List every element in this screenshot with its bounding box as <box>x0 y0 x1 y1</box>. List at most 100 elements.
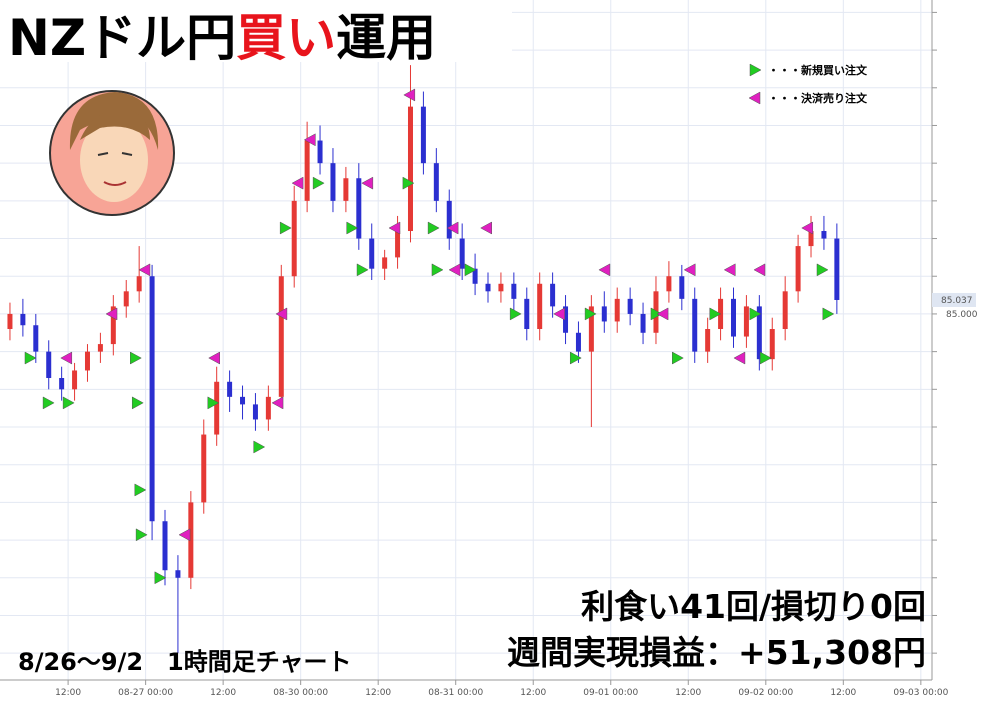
chart-title: NZドル円買い運用 <box>8 9 436 67</box>
candle-body <box>705 329 711 352</box>
sell-order <box>105 307 118 321</box>
price-tag <box>932 292 976 307</box>
sell-order <box>683 263 696 277</box>
title-bg <box>0 0 512 62</box>
summary-line: 利食い41回/損切り0回 <box>581 587 926 626</box>
candle-body <box>692 298 698 352</box>
candle-body <box>563 306 569 333</box>
candle-body <box>407 106 413 232</box>
buy-order <box>312 176 325 190</box>
buy-order <box>24 351 37 365</box>
sell-order <box>656 307 669 321</box>
buy-order <box>131 396 144 410</box>
candle-body <box>97 344 103 352</box>
legend-marker <box>748 91 761 105</box>
x-tick-label: 12:00 <box>210 688 236 698</box>
title-part: NZドル円 <box>8 9 236 67</box>
candle-body <box>821 231 827 239</box>
buy-order <box>279 221 292 235</box>
candle-body <box>601 306 607 322</box>
candle-body <box>252 404 258 420</box>
candle-body <box>110 306 116 345</box>
candle-body <box>420 106 426 164</box>
sell-order <box>178 528 191 542</box>
candle-body <box>485 283 491 292</box>
candle-body <box>188 502 194 578</box>
candle-body <box>640 313 646 333</box>
buy-order <box>134 483 147 497</box>
candle-body <box>162 521 168 571</box>
candle-body <box>550 283 556 307</box>
sell-order <box>291 176 304 190</box>
buy-order <box>356 263 369 277</box>
y-tick-label: 85.000 <box>946 310 978 320</box>
candle-body <box>834 238 840 300</box>
avatar <box>49 90 175 216</box>
sell-order <box>733 351 746 365</box>
candle-body <box>459 238 465 269</box>
candle-body <box>330 163 336 201</box>
sell-order <box>753 263 766 277</box>
candle-body <box>356 178 362 239</box>
candle-body <box>446 200 452 239</box>
candle-body <box>317 140 323 164</box>
buy-order <box>431 263 444 277</box>
sell-order <box>361 176 374 190</box>
x-tick-label: 12:00 <box>365 688 391 698</box>
buy-order <box>62 396 75 410</box>
price-tag-label: 85.037 <box>941 296 973 306</box>
x-tick-label: 09-01 00:00 <box>583 688 638 698</box>
candle-body <box>175 570 181 578</box>
candle-body <box>756 306 762 360</box>
marks <box>7 65 840 654</box>
buy-order <box>427 221 440 235</box>
candle-body <box>20 313 26 326</box>
buy-order <box>822 307 835 321</box>
sell-order <box>208 351 220 365</box>
candle-body <box>149 276 155 522</box>
buy-order <box>584 307 597 321</box>
candle-body <box>59 378 65 390</box>
sell-order <box>275 307 288 321</box>
buy-order <box>509 307 522 321</box>
candle-body <box>537 283 543 330</box>
candle-body <box>382 257 388 269</box>
candle-body <box>278 276 284 397</box>
buy-order <box>346 221 359 235</box>
sell-order <box>723 263 736 277</box>
sell-order <box>801 221 814 235</box>
buy-order <box>569 351 582 365</box>
buy-order <box>42 396 55 410</box>
x-tick-label: 08-27 00:00 <box>118 688 173 698</box>
buy-order <box>253 440 266 454</box>
x-tick-label: 09-03 00:00 <box>893 688 948 698</box>
candle-body <box>472 268 478 284</box>
candle-body <box>498 283 504 292</box>
x-tick-label: 08-31 00:00 <box>428 688 483 698</box>
sell-order <box>138 263 151 277</box>
sell-order <box>448 263 461 277</box>
x-tick-label: 08-30 00:00 <box>273 688 328 698</box>
candle-body <box>7 313 13 330</box>
candle-body <box>614 298 620 322</box>
buy-order <box>207 396 220 410</box>
candle-body <box>743 306 749 337</box>
candle-body <box>72 370 78 390</box>
buy-order <box>759 351 772 365</box>
buy-order <box>672 351 684 365</box>
period-label: 8/26～9/2 1時間足チャート <box>18 648 352 676</box>
candle-body <box>511 283 517 299</box>
sell-order <box>303 133 316 147</box>
buy-order <box>749 307 762 321</box>
title-part: 買い <box>236 9 336 67</box>
candle-body <box>730 298 736 337</box>
grid <box>0 0 937 685</box>
x-tick-label: 09-02 00:00 <box>738 688 793 698</box>
legend-label: ・・・新規買い注文 <box>768 63 868 77</box>
candle-body <box>136 276 142 292</box>
candle-body <box>214 381 220 435</box>
candle-body <box>201 434 207 503</box>
legend-marker <box>749 63 762 77</box>
summary-line: 週間実現損益：+51,308円 <box>507 633 926 672</box>
